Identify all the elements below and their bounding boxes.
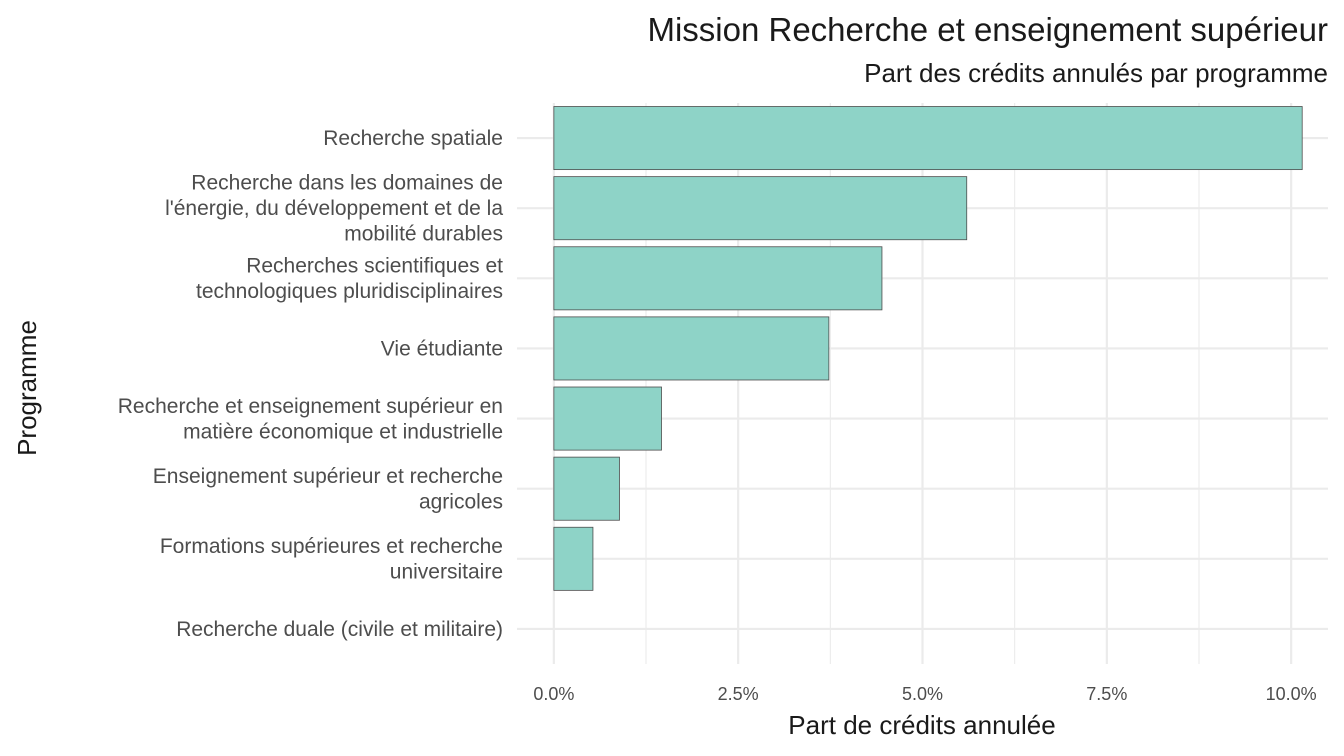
category-label: Recherche duale (civile et militaire) [176,618,503,641]
category-label: Enseignement supérieur et recherche agric… [153,465,503,514]
category-label-line: technologiques pluridisciplinaires [196,280,503,303]
category-label: Recherche et enseignement supérieur en ma… [118,395,503,444]
category-label-line: Recherches scientifiques et [246,255,503,278]
category-label: Recherches scientifiques et technologique… [196,255,503,304]
category-label-line: Enseignement supérieur et recherche [153,465,503,488]
category-label-line: agricoles [419,490,503,513]
category-label-line: mobilité durables [344,223,503,246]
category-label: Recherche spatiale [323,127,503,150]
y-axis-title: Programme [12,320,42,456]
chart-title: Mission Recherche et enseignement supéri… [647,11,1328,48]
category-label: Vie étudiante [381,337,503,360]
bar [553,526,594,591]
chart-subtitle: Part des crédits annulés par programme [864,58,1328,88]
category-label: Formations supérieures et recherche unive… [160,535,503,584]
x-tick-label: 10.0% [1266,684,1317,704]
category-label-line: Recherche spatiale [323,127,503,150]
bar [553,106,1303,171]
category-label-line: Vie étudiante [381,337,503,360]
x-tick-label: 2.5% [718,684,759,704]
bar [553,456,620,521]
category-labels: Recherche spatiale Recherche dans les dom… [118,127,504,641]
bar [553,246,883,311]
category-label-line: universitaire [390,561,503,584]
category-label: Recherche dans les domaines de l'énergie,… [165,172,503,246]
category-label-line: l'énergie, du développement et de la [165,197,503,220]
bar [553,316,830,381]
bar [553,386,662,451]
x-tick-label: 0.0% [533,684,574,704]
bar [553,176,968,241]
x-tick-label: 5.0% [902,684,943,704]
category-label-line: matière économique et industrielle [183,420,503,443]
category-label-line: Recherche et enseignement supérieur en [118,395,503,418]
bars [553,106,1303,591]
category-label-line: Recherche dans les domaines de [191,172,503,195]
x-tick-labels: 0.0% 2.5% 5.0% 7.5% 10.0% [533,684,1316,704]
category-label-line: Formations supérieures et recherche [160,535,503,558]
category-label-line: Recherche duale (civile et militaire) [176,618,503,641]
x-tick-label: 7.5% [1086,684,1127,704]
x-axis-title: Part de crédits annulée [788,710,1055,740]
